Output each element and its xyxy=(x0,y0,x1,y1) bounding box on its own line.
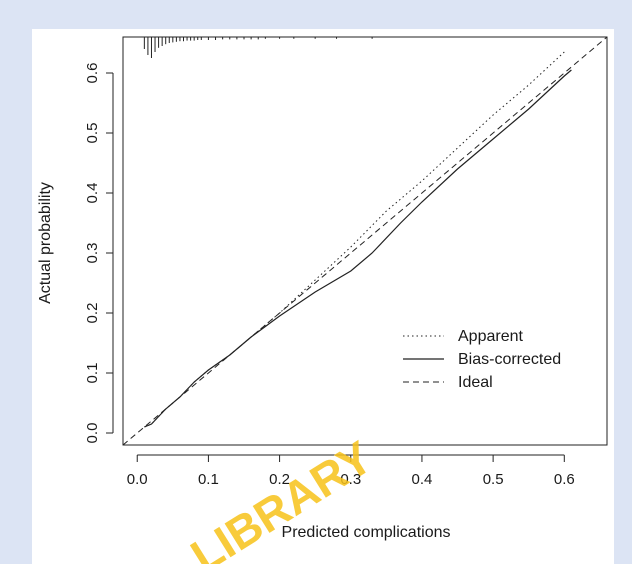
rug-marks xyxy=(143,37,373,58)
y-axis-title: Actual probability xyxy=(37,182,54,304)
x-tick-label: 0.6 xyxy=(554,471,575,488)
y-tick-label: 0.6 xyxy=(84,63,101,84)
x-tick-label: 0.0 xyxy=(127,471,148,488)
y-tick-label: 0.5 xyxy=(84,123,101,144)
y-tick-label: 0.0 xyxy=(84,423,101,444)
legend-label-bias-corrected: Bias-corrected xyxy=(458,351,561,368)
y-tick-label: 0.1 xyxy=(84,363,101,384)
y-tick-label: 0.2 xyxy=(84,303,101,324)
plot-border xyxy=(122,36,608,446)
x-axis-title: Predicted complications xyxy=(282,524,451,541)
y-tick-label: 0.3 xyxy=(84,243,101,264)
watermark-text: LIBRARY xyxy=(182,431,381,564)
x-tick-label: 0.2 xyxy=(269,471,290,488)
legend: Apparent Bias-corrected Ideal xyxy=(403,328,561,391)
legend-label-ideal: Ideal xyxy=(458,374,493,391)
plot-frame xyxy=(122,36,608,446)
x-tick-label: 0.5 xyxy=(483,471,504,488)
y-axis: 0.0 0.1 0.2 0.3 0.4 0.5 0.6 xyxy=(84,63,114,444)
series-ideal-line xyxy=(122,36,608,446)
x-tick-label: 0.4 xyxy=(412,471,433,488)
series-lines xyxy=(122,36,608,446)
x-tick-label: 0.3 xyxy=(340,471,361,488)
x-tick-label: 0.1 xyxy=(198,471,219,488)
y-tick-label: 0.4 xyxy=(84,183,101,204)
legend-label-apparent: Apparent xyxy=(458,328,523,345)
x-axis: 0.0 0.1 0.2 0.3 0.4 0.5 0.6 xyxy=(127,454,575,488)
